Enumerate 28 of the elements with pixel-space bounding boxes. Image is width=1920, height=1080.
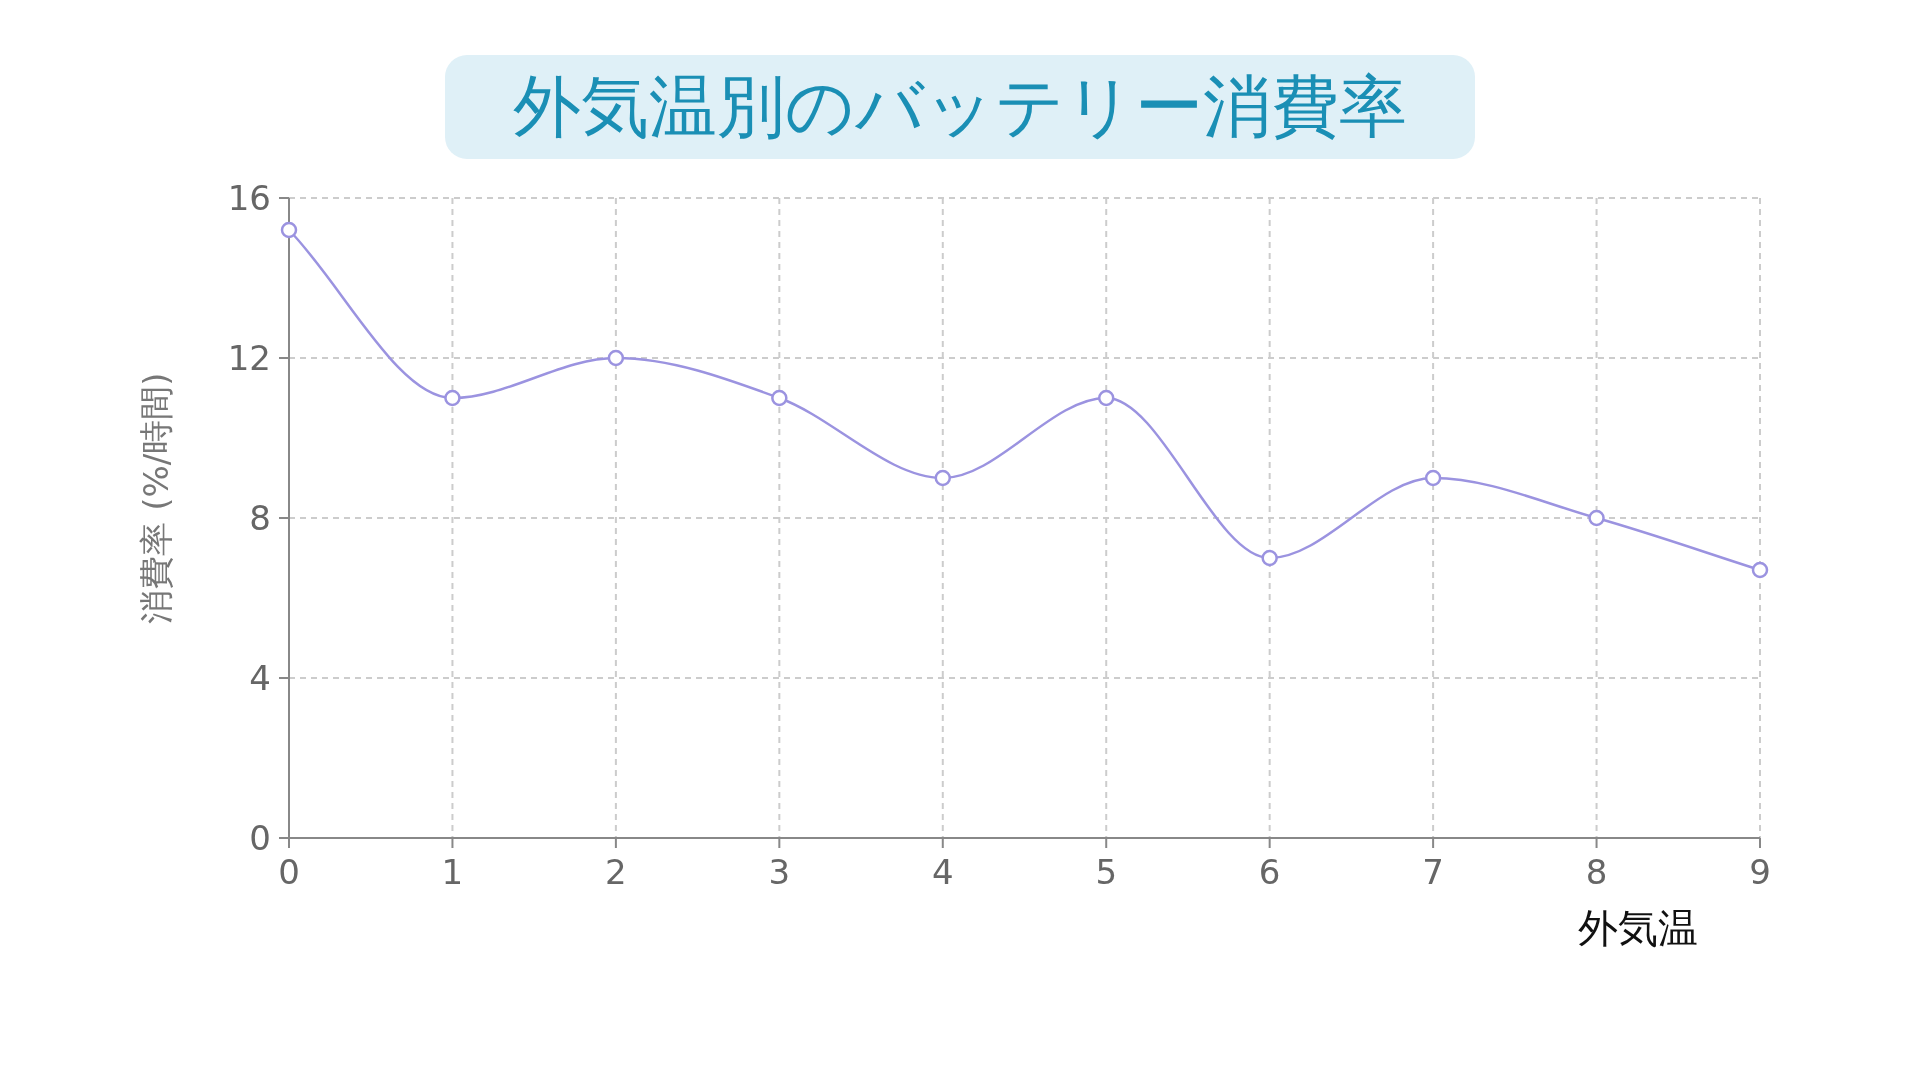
x-tick-label: 6 <box>1258 852 1281 892</box>
point <box>444 389 461 407</box>
point <box>1751 561 1769 579</box>
x-tick-label: 9 <box>1749 852 1771 892</box>
x-tick-label: 8 <box>1585 852 1608 892</box>
x-tick-label: 2 <box>605 852 627 892</box>
y-tick-label: 0 <box>249 818 271 858</box>
point <box>280 221 298 239</box>
x-tick-label: 3 <box>768 852 791 892</box>
y-axis-title: 消費率 (%/時間) <box>136 372 176 624</box>
x-tick-label: 4 <box>931 852 954 892</box>
point <box>1097 389 1115 407</box>
point <box>607 349 625 367</box>
y-tick-label: 12 <box>227 338 271 378</box>
point <box>934 469 952 487</box>
point <box>1261 549 1278 567</box>
point <box>771 389 788 407</box>
x-tick-label: 5 <box>1095 852 1118 892</box>
chart-title: 外気温別のバッテリー消費率 <box>513 67 1407 146</box>
y-tick-label: 8 <box>249 498 271 538</box>
x-axis-title: 外気温 <box>1578 905 1698 951</box>
point <box>1588 509 1605 527</box>
x-tick-label: 7 <box>1422 852 1444 892</box>
x-tick-label: 0 <box>278 852 300 892</box>
x-tick-label: 1 <box>441 852 464 892</box>
point <box>1424 469 1442 487</box>
y-tick-label: 4 <box>249 658 271 698</box>
y-tick-label: 16 <box>227 178 271 218</box>
